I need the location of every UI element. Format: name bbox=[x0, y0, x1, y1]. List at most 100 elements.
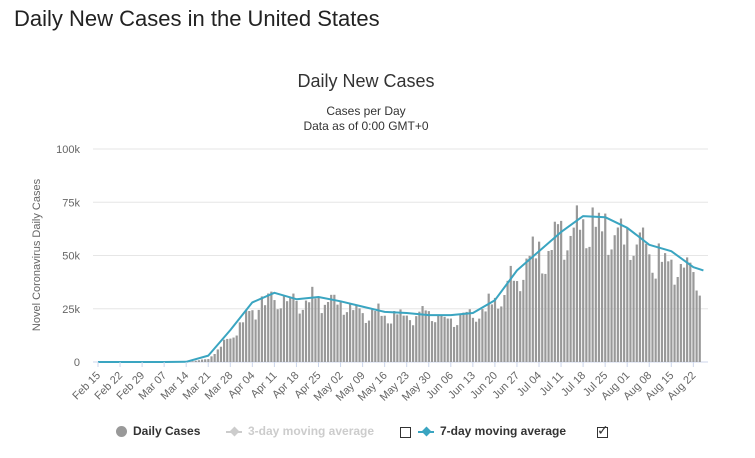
daily-case-bar bbox=[670, 259, 673, 362]
daily-case-bar bbox=[204, 359, 207, 362]
daily-case-bar bbox=[465, 311, 468, 362]
legend-seven-day-label: 7-day moving average bbox=[440, 424, 567, 438]
legend-seven-day[interactable]: 7-day moving average bbox=[418, 424, 566, 438]
daily-case-bar bbox=[339, 301, 342, 362]
y-axis-ticks: 0 25k 50k 75k 100k bbox=[56, 144, 80, 369]
daily-case-bar bbox=[626, 227, 629, 362]
daily-case-bar bbox=[490, 304, 493, 362]
daily-case-bar bbox=[301, 309, 304, 362]
chart-subtitle-line2: Data as of 0:00 GMT+0 bbox=[303, 119, 428, 133]
daily-case-bar bbox=[607, 254, 610, 362]
legend-three-day[interactable]: 3-day moving average bbox=[226, 424, 374, 438]
daily-case-bar bbox=[604, 213, 607, 362]
daily-case-bar bbox=[421, 306, 424, 362]
daily-case-bar bbox=[515, 281, 519, 362]
daily-case-bar bbox=[352, 310, 355, 362]
daily-case-bar bbox=[657, 243, 660, 362]
daily-case-bar bbox=[213, 353, 216, 362]
daily-case-bar bbox=[210, 356, 213, 362]
daily-case-bar bbox=[298, 313, 301, 362]
daily-case-bar bbox=[358, 308, 361, 362]
daily-case-bar bbox=[493, 297, 497, 362]
daily-case-bar bbox=[506, 280, 509, 362]
daily-case-bar bbox=[459, 313, 462, 362]
daily-case-bar bbox=[588, 246, 591, 362]
daily-case-bar bbox=[295, 300, 298, 362]
x-tick-label: Jul 04 bbox=[515, 370, 544, 399]
daily-case-bar bbox=[525, 258, 528, 362]
daily-case-bar bbox=[342, 314, 345, 362]
daily-case-bar bbox=[597, 212, 601, 362]
daily-case-bar bbox=[424, 310, 427, 362]
daily-case-bar bbox=[654, 278, 657, 362]
chart-title: Daily New Cases bbox=[297, 71, 434, 91]
daily-case-bar bbox=[219, 346, 223, 362]
daily-case-bar bbox=[434, 322, 437, 362]
daily-case-bar bbox=[377, 303, 380, 362]
y-tick-label: 100k bbox=[56, 144, 80, 156]
daily-case-bar bbox=[229, 338, 232, 362]
daily-case-bar bbox=[648, 254, 651, 362]
daily-case-bar bbox=[396, 314, 399, 362]
daily-case-bar bbox=[260, 296, 263, 362]
three-day-checkbox[interactable] bbox=[400, 427, 411, 438]
daily-case-bar bbox=[380, 315, 383, 362]
daily-case-bar bbox=[695, 290, 698, 362]
daily-case-bar bbox=[270, 291, 273, 362]
daily-case-bar bbox=[645, 243, 648, 362]
daily-case-bar bbox=[336, 304, 339, 362]
daily-case-bar bbox=[601, 231, 604, 362]
daily-case-bar bbox=[468, 309, 471, 362]
daily-case-bar bbox=[475, 321, 478, 362]
daily-case-bar bbox=[323, 304, 326, 362]
daily-case-bar bbox=[613, 235, 616, 362]
daily-case-bar bbox=[519, 291, 522, 362]
daily-case-bar bbox=[538, 241, 541, 362]
daily-case-bar bbox=[531, 236, 534, 362]
daily-case-bar bbox=[223, 339, 226, 362]
legend-daily-cases[interactable]: Daily Cases bbox=[116, 424, 200, 438]
daily-case-bar bbox=[629, 259, 632, 362]
daily-case-bar bbox=[349, 303, 352, 362]
daily-case-bar bbox=[355, 304, 358, 362]
daily-case-bar bbox=[320, 313, 323, 362]
daily-case-bar bbox=[383, 315, 386, 362]
daily-case-bar bbox=[689, 262, 692, 362]
daily-case-bar bbox=[456, 325, 459, 362]
daily-case-bar bbox=[509, 265, 512, 362]
y-tick-label: 50k bbox=[62, 251, 80, 263]
daily-case-bar bbox=[679, 264, 682, 362]
daily-case-bar bbox=[550, 250, 553, 362]
daily-case-bar bbox=[415, 316, 418, 362]
daily-case-bar bbox=[386, 323, 389, 362]
daily-case-bar bbox=[686, 257, 689, 362]
daily-case-bar bbox=[638, 232, 641, 362]
daily-case-bar bbox=[452, 326, 456, 362]
daily-case-bar bbox=[522, 279, 525, 362]
daily-case-bar bbox=[279, 308, 282, 362]
daily-case-bar bbox=[462, 312, 465, 362]
daily-case-bar bbox=[273, 300, 276, 362]
daily-case-bar bbox=[317, 297, 320, 362]
daily-case-bar bbox=[541, 273, 544, 362]
daily-case-bar bbox=[572, 227, 575, 362]
daily-case-bar bbox=[389, 323, 393, 362]
daily-case-bar bbox=[443, 316, 446, 362]
daily-case-bar bbox=[635, 244, 638, 362]
daily-case-bar bbox=[248, 311, 251, 362]
seven-day-checkbox[interactable]: ✓ bbox=[597, 423, 609, 438]
daily-cases-bars bbox=[188, 205, 701, 362]
daily-case-bar bbox=[267, 293, 270, 362]
daily-case-bar bbox=[641, 227, 645, 362]
daily-case-bar bbox=[471, 317, 475, 362]
legend: Daily Cases 3-day moving average 7-day m… bbox=[0, 423, 755, 444]
daily-case-bar bbox=[402, 315, 405, 362]
daily-case-bar bbox=[547, 251, 550, 362]
daily-case-bar bbox=[364, 322, 367, 362]
daily-case-bar bbox=[241, 322, 245, 362]
daily-case-bar bbox=[569, 235, 572, 362]
daily-case-bar bbox=[254, 319, 257, 362]
daily-case-bar bbox=[412, 325, 415, 362]
daily-case-bar bbox=[503, 295, 506, 362]
